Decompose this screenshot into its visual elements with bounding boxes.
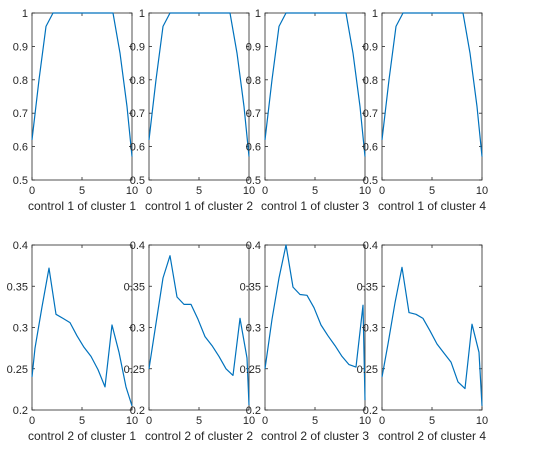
x-axis-label: control 2 of cluster 4: [378, 429, 486, 443]
y-tick-label: 0.7: [13, 108, 28, 120]
y-tick-label: 0.35: [240, 281, 261, 293]
series-line: [381, 12, 483, 157]
y-tick-label: 0.6: [13, 142, 28, 154]
y-tick-label: 0.25: [7, 364, 28, 376]
x-tick-label: 10: [243, 185, 255, 197]
x-axis-label: control 1 of cluster 1: [28, 199, 136, 213]
y-tick-label: 0.9: [130, 41, 145, 53]
y-tick-label: 0.4: [130, 240, 145, 252]
x-axis-label: control 1 of cluster 4: [378, 199, 486, 213]
x-tick-label: 5: [429, 415, 435, 427]
series-line: [31, 12, 133, 157]
series-line: [381, 266, 483, 406]
subplot-2: 0 5 10 0.5 0.6 0.7 0.8 0.9 1 control 1 of cluster…: [130, 8, 255, 213]
x-tick-label: 0: [379, 185, 385, 197]
x-tick-label: 0: [29, 415, 35, 427]
y-tick-label: 0.4: [13, 240, 28, 252]
y-tick-label: 0.3: [130, 323, 145, 335]
y-tick-label: 0.25: [240, 364, 261, 376]
y-tick-label: 0.9: [13, 41, 28, 53]
axes-frame: [148, 244, 250, 411]
y-tick-label: 0.5: [363, 175, 378, 187]
y-tick-label: 0.25: [124, 364, 145, 376]
x-axis-label: control 1 of cluster 3: [261, 199, 369, 213]
axes-frame: [264, 244, 366, 411]
axes-frame: [381, 244, 483, 411]
series-line: [264, 12, 366, 157]
y-tick-label: 0.5: [246, 175, 261, 187]
x-tick-label: 0: [29, 185, 35, 197]
y-tick-label: 0.35: [124, 281, 145, 293]
x-tick-label: 10: [476, 185, 488, 197]
x-tick-label: 10: [126, 415, 138, 427]
subplot-1: 0 5 10 0.5 0.6 0.7 0.8 0.9 1 control 1 of cluster…: [13, 8, 138, 213]
series-line: [148, 12, 250, 157]
x-tick-label: 0: [262, 185, 268, 197]
y-tick-label: 0.2: [363, 405, 378, 417]
y-tick-label: 0.7: [246, 108, 261, 120]
series-line: [148, 255, 250, 406]
x-axis-label: control 1 of cluster 2: [145, 199, 253, 213]
y-tick-label: 0.5: [13, 175, 28, 187]
y-tick-label: 0.25: [357, 364, 378, 376]
y-tick-label: 0.3: [246, 323, 261, 335]
y-tick-label: 0.2: [130, 405, 145, 417]
x-tick-label: 0: [146, 415, 152, 427]
subplot-4: 0 5 10 0.5 0.6 0.7 0.8 0.9 1 control 1 of cluster…: [363, 8, 488, 213]
x-axis-label: control 2 of cluster 2: [145, 429, 253, 443]
x-tick-label: 5: [312, 415, 318, 427]
y-tick-label: 0.6: [246, 142, 261, 154]
y-tick-label: 0.7: [363, 108, 378, 120]
y-tick-label: 0.7: [130, 108, 145, 120]
x-tick-label: 5: [312, 185, 318, 197]
y-tick-label: 1: [139, 8, 145, 20]
x-tick-label: 0: [146, 185, 152, 197]
x-tick-label: 5: [79, 185, 85, 197]
x-tick-label: 10: [476, 415, 488, 427]
y-tick-label: 0.35: [7, 281, 28, 293]
x-tick-label: 10: [126, 185, 138, 197]
x-tick-label: 10: [243, 415, 255, 427]
y-tick-label: 1: [255, 8, 261, 20]
x-axis-label: control 2 of cluster 3: [261, 429, 369, 443]
y-tick-label: 0.2: [13, 405, 28, 417]
x-tick-label: 0: [262, 415, 268, 427]
y-tick-label: 0.4: [246, 240, 261, 252]
x-tick-label: 5: [196, 415, 202, 427]
x-tick-label: 10: [359, 415, 371, 427]
y-tick-label: 0.3: [13, 323, 28, 335]
x-axis-label: control 2 of cluster 1: [28, 429, 136, 443]
y-tick-label: 0.8: [13, 75, 28, 87]
y-tick-label: 0.6: [130, 142, 145, 154]
y-tick-label: 0.35: [357, 281, 378, 293]
y-tick-label: 0.4: [363, 240, 378, 252]
y-tick-label: 0.8: [363, 75, 378, 87]
y-tick-label: 0.2: [246, 405, 261, 417]
y-tick-label: 0.3: [363, 323, 378, 335]
axes-frame: [31, 244, 133, 411]
series-line: [31, 267, 133, 407]
y-tick-label: 0.5: [130, 175, 145, 187]
x-tick-label: 5: [79, 415, 85, 427]
y-tick-label: 0.9: [246, 41, 261, 53]
x-tick-label: 5: [429, 185, 435, 197]
series-line: [264, 244, 366, 401]
y-tick-label: 0.6: [363, 142, 378, 154]
y-tick-label: 0.8: [246, 75, 261, 87]
x-tick-label: 5: [196, 185, 202, 197]
y-tick-label: 1: [372, 8, 378, 20]
y-tick-label: 1: [22, 8, 28, 20]
subplot-5: 0 5 10 0.2 0.25 0.3 0.35 0.4 control 2 of cluste…: [7, 240, 139, 443]
y-tick-label: 0.9: [363, 41, 378, 53]
x-tick-label: 10: [359, 185, 371, 197]
x-tick-label: 0: [379, 415, 385, 427]
y-tick-label: 0.8: [130, 75, 145, 87]
